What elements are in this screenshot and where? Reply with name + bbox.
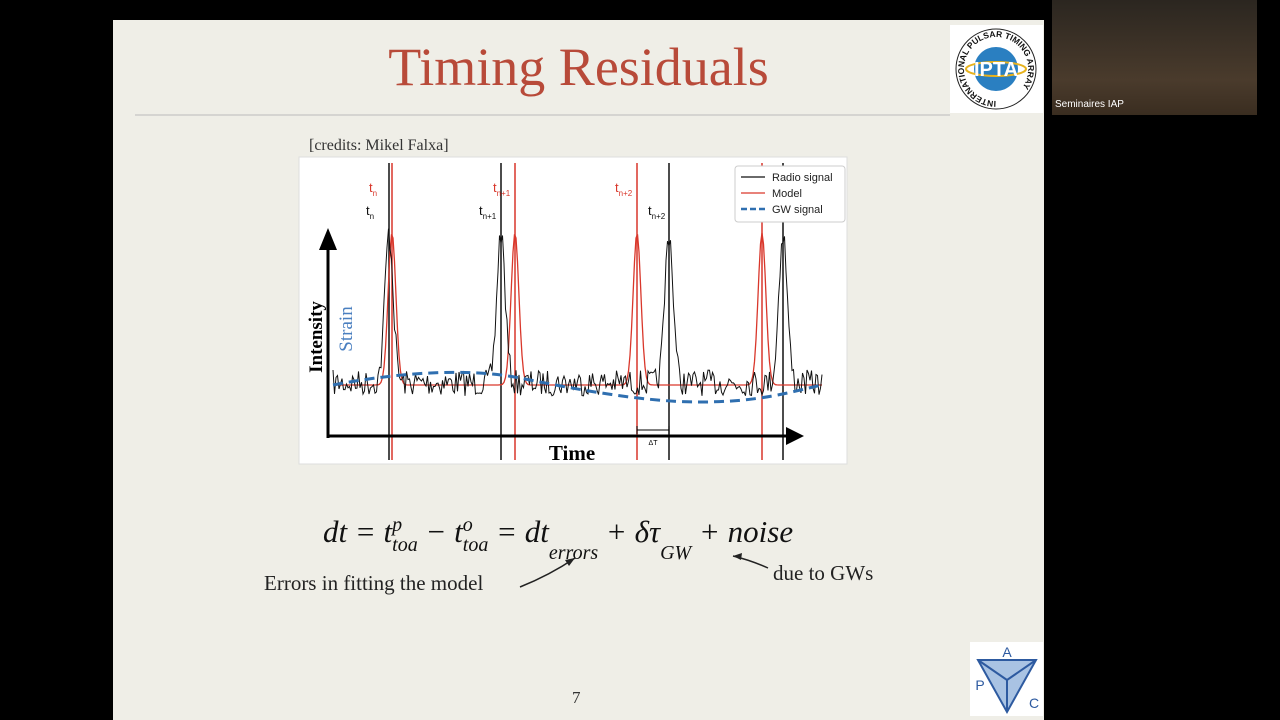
time-label: tn+2 — [615, 180, 633, 198]
webcam-label: Seminaires IAP — [1055, 99, 1124, 110]
time-sub: n+2 — [652, 212, 666, 221]
time-base: t — [369, 180, 373, 195]
apc-logo: A P C — [970, 642, 1043, 716]
equation-term: t — [454, 514, 463, 549]
equation-term: dt = — [323, 514, 384, 549]
axis-label: Strain — [336, 306, 357, 352]
model-curve — [333, 232, 822, 386]
time-sub: n+2 — [619, 189, 633, 198]
page-number: 7 — [572, 688, 581, 707]
ipta-logo: INTERNATIONAL PULSAR TIMING ARRAY IPTA — [950, 25, 1043, 113]
equation-term: + δτ — [598, 514, 661, 549]
legend-label: GW signal — [772, 204, 823, 216]
logo-center: IPTA — [974, 59, 1018, 81]
script-box: GW — [660, 523, 691, 563]
time-label: tn+1 — [479, 203, 497, 221]
time-sub: n — [373, 189, 377, 198]
script-box: o toa — [463, 515, 489, 555]
axis-label: Intensity — [306, 301, 327, 373]
annotation: Errors in fitting the model — [264, 571, 484, 595]
slide-title: Timing Residuals — [388, 37, 769, 97]
equation-sup: o — [462, 513, 473, 536]
equation-sub: GW — [660, 541, 692, 564]
equation-term: t — [383, 514, 393, 549]
time-sub: n+1 — [483, 212, 497, 221]
equation-sub: toa — [462, 533, 489, 556]
radio-signal — [332, 228, 823, 397]
equation-term: + noise — [691, 514, 794, 549]
gw-signal — [332, 370, 823, 404]
time-base: t — [493, 180, 497, 195]
logo-letter: A — [1002, 644, 1012, 660]
logo-letter: P — [975, 677, 984, 693]
equation-sub: toa — [392, 533, 418, 556]
axis-label: Time — [549, 441, 595, 465]
time-base: t — [366, 203, 370, 218]
legend-label: Model — [772, 188, 802, 200]
annotation: due to GWs — [773, 561, 874, 585]
time-sub: n — [370, 212, 374, 221]
arrow-head — [565, 558, 575, 566]
time-base: t — [648, 203, 652, 218]
legend-label: Radio signal — [772, 172, 833, 184]
script-box: p toa — [392, 515, 418, 555]
equation-sub: errors — [548, 541, 599, 564]
time-label: tn+1 — [493, 180, 511, 198]
script-box: errors — [549, 523, 598, 563]
webcam-video — [1052, 0, 1257, 115]
equation-term: − — [417, 514, 455, 549]
time-base: t — [615, 180, 619, 195]
time-label: tn — [369, 180, 377, 198]
logo-letter: C — [1029, 695, 1039, 711]
arrow-head — [733, 553, 742, 560]
delta-bracket — [636, 426, 670, 434]
axes — [326, 240, 790, 438]
delta-label: ΔT — [649, 440, 659, 447]
time-label: tn+2 — [648, 203, 666, 221]
credits: [credits: Mikel Falxa] — [309, 137, 449, 154]
time-sub: n+1 — [497, 189, 511, 198]
time-base: t — [479, 203, 483, 218]
time-label: tn — [366, 203, 374, 221]
equation-term: = dt — [488, 514, 549, 549]
equation: dt = t p toa − t o toa = dt errors + δτ GW +… — [323, 514, 794, 563]
equation-sup: p — [392, 513, 403, 536]
